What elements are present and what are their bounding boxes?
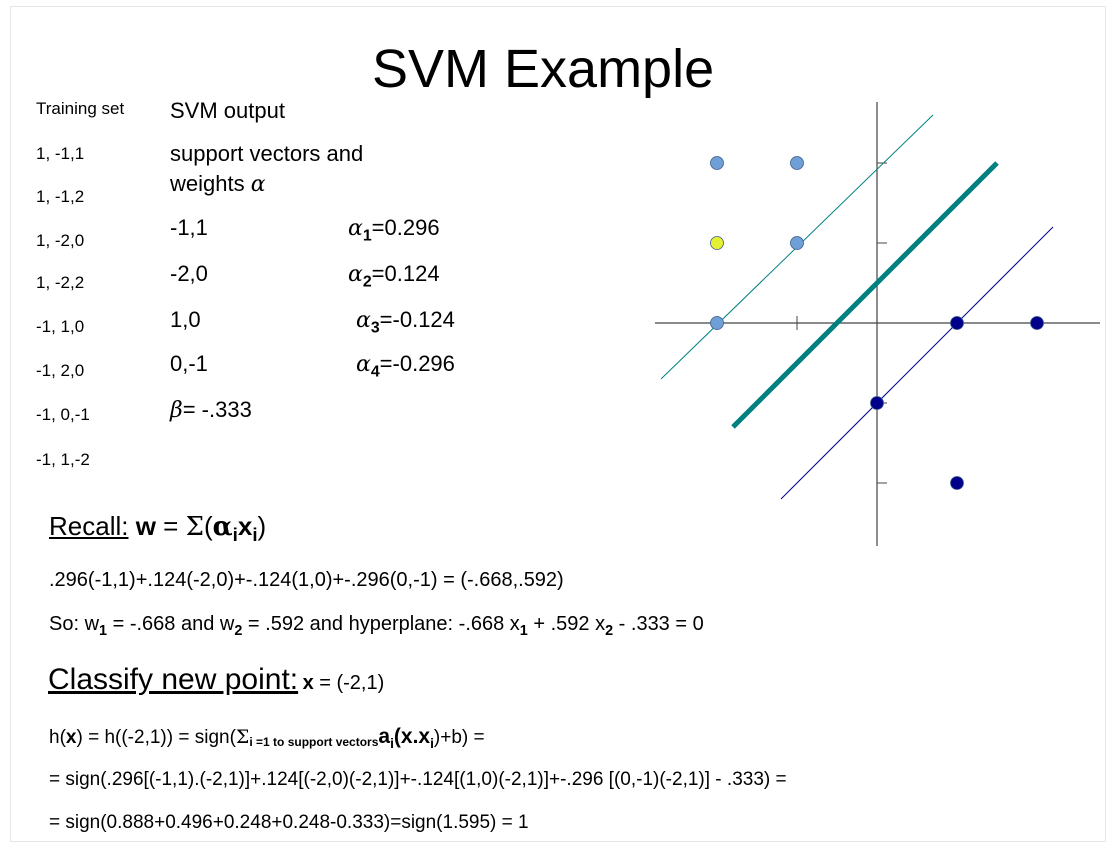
- training-row: 1, -1,2: [36, 187, 85, 206]
- data-point: [710, 156, 724, 170]
- slide-title: SVM Example: [372, 39, 715, 99]
- alpha-weight: α2=0.124: [348, 261, 440, 291]
- sign-expansion-line: = sign(.296[(-1,1).(-2,1)]+.124[(-2,0)(-…: [49, 769, 787, 790]
- alpha-symbol: α: [250, 172, 266, 197]
- support-vector: -1,1: [170, 215, 208, 240]
- training-row: -1, 2,0: [36, 361, 85, 380]
- calc-line: .296(-1,1)+.124(-2,0)+-.124(1,0)+-.296(0…: [49, 569, 564, 591]
- training-row: 1, -1,1: [36, 144, 85, 163]
- data-point: [870, 396, 884, 410]
- support-vector: -2,0: [170, 261, 208, 286]
- training-row: 1, -2,0: [36, 231, 85, 250]
- training-row: 1, -2,2: [36, 273, 85, 292]
- support-vector: 0,-1: [170, 351, 208, 376]
- weights-text: weights α: [170, 171, 266, 197]
- alpha-weight: α3=-0.124: [356, 307, 455, 337]
- beta-value: β= -.333: [170, 397, 252, 423]
- training-row: -1, 1,0: [36, 317, 85, 336]
- training-row: -1, 0,-1: [36, 405, 90, 424]
- svm-output-header: SVM output: [170, 98, 285, 123]
- data-point: [710, 236, 724, 250]
- alpha-weight: α4=-0.296: [356, 351, 455, 381]
- data-point: [710, 316, 724, 330]
- training-row: -1, 1,-2: [36, 450, 90, 469]
- training-set-header: Training set: [36, 99, 125, 118]
- data-point: [950, 476, 964, 490]
- sign-result-line: = sign(0.888+0.496+0.248+0.248-0.333)=si…: [49, 812, 529, 833]
- support-vectors-text: support vectors and: [170, 141, 364, 166]
- data-point: [950, 316, 964, 330]
- data-point: [1030, 316, 1044, 330]
- classify-line: Classify new point: x = (-2,1): [48, 663, 385, 696]
- data-point: [790, 156, 804, 170]
- hyperplane-line: So: w1 = -.668 and w2 = .592 and hyperpl…: [49, 613, 704, 639]
- recall-line: Recall: w = Σ(αixi): [49, 511, 267, 546]
- h-line: h(x) = h((-2,1)) = sign(Σi =1 to support…: [49, 725, 485, 751]
- slide-frame: [10, 6, 1106, 842]
- separator-line: [780, 226, 1054, 500]
- data-point: [790, 236, 804, 250]
- separator-line: [731, 161, 999, 429]
- support-vector: 1,0: [170, 307, 201, 332]
- alpha-weight: α1=0.296: [348, 215, 440, 245]
